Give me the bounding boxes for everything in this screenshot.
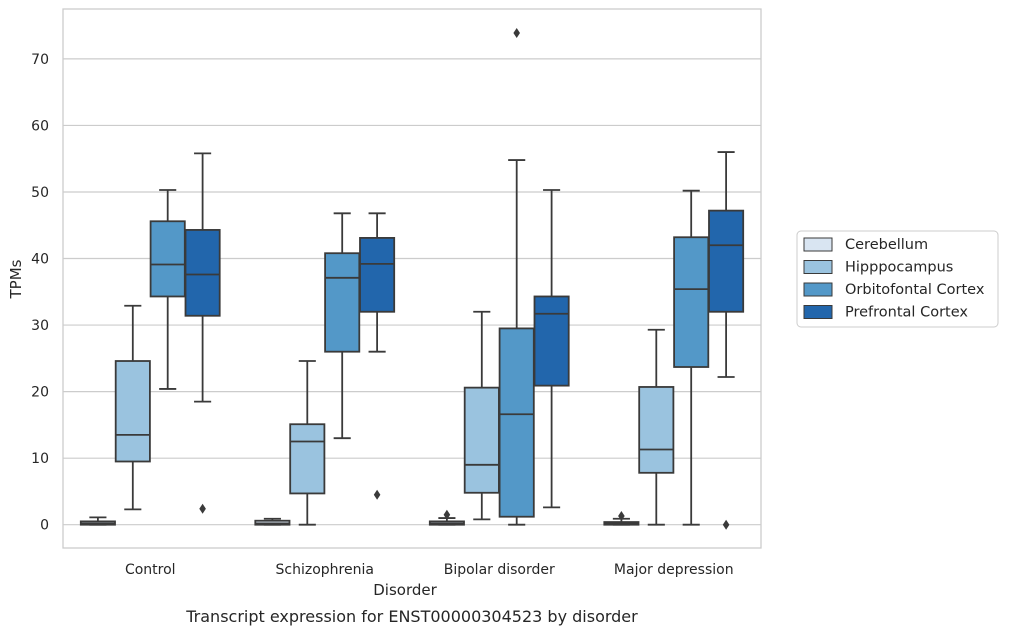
box-iqr <box>533 295 570 387</box>
box-iqr <box>463 386 500 494</box>
box-cerebellum <box>254 517 291 526</box>
x-tick-label: Major depression <box>614 562 734 578</box>
legend-label: Prefrontal Cortex <box>845 305 968 321</box>
box-iqr <box>708 209 745 313</box>
legend-label: Cerebellum <box>845 237 928 253</box>
x-tick-label: Bipolar disorder <box>444 562 555 578</box>
y-tick-label: 10 <box>31 451 49 467</box>
x-tick-label: Schizophrenia <box>276 562 374 578</box>
outlier-point <box>618 511 625 522</box>
box-orbitofontal-cortex <box>149 189 186 390</box>
outlier-point <box>443 509 451 520</box>
x-tick-label: Control <box>125 562 176 578</box>
legend-swatch <box>803 282 833 297</box>
chart-caption: Transcript expression for ENST0000030452… <box>185 607 638 626</box>
y-tick-label: 30 <box>31 318 49 334</box>
legend-swatch <box>803 237 833 252</box>
box-prefrontal-cortex <box>359 212 396 500</box>
legend-label: Orbitofontal Cortex <box>845 282 985 298</box>
box-iqr <box>673 236 710 368</box>
box-cerebellum <box>79 516 116 526</box>
box-prefrontal-cortex <box>533 189 570 509</box>
x-tick-labels: Control Schizophrenia Bipolar disorder Majo… <box>125 562 734 578</box>
box-hipppocampus <box>289 360 326 526</box>
boxes <box>79 27 745 530</box>
y-tick-label: 20 <box>31 385 49 401</box>
legend-swatch <box>803 305 833 319</box>
outlier-point <box>199 503 206 514</box>
y-tick-labels: 0 10 20 30 40 50 60 70 <box>31 52 49 534</box>
box-prefrontal-cortex <box>184 152 221 514</box>
y-tick-label: 60 <box>31 118 49 134</box>
plot-frame <box>62 8 762 549</box>
box-cerebellum <box>428 509 465 526</box>
legend: Cerebellum Hipppocampus Orbitofontal Corte… <box>796 230 999 328</box>
legend-frame <box>796 230 999 328</box>
box-hipppocampus <box>638 328 675 526</box>
y-tick-label: 40 <box>31 252 49 268</box>
box-cerebellum <box>603 511 640 526</box>
y-tick-label: 0 <box>40 518 49 534</box>
box-hipppocampus <box>114 304 151 511</box>
box-orbitofontal-cortex <box>498 27 535 526</box>
outlier-point <box>513 27 520 38</box>
y-axis-title: TPMs <box>7 259 25 299</box>
box-hipppocampus <box>463 310 500 521</box>
box-iqr <box>498 327 535 518</box>
box-iqr <box>289 423 326 495</box>
outlier-point <box>722 519 730 530</box>
y-tick-label: 50 <box>31 185 49 201</box>
gridlines <box>63 58 761 526</box>
box-prefrontal-cortex <box>708 151 745 530</box>
box-iqr <box>359 237 396 313</box>
box-iqr <box>638 386 675 474</box>
outlier-point <box>373 489 381 500</box>
box-iqr <box>114 360 151 463</box>
y-tick-label: 70 <box>31 52 49 68</box>
x-axis-title: Disorder <box>373 581 437 599</box>
box-iqr <box>184 229 221 317</box>
box-iqr <box>324 252 361 353</box>
legend-swatch <box>803 260 833 274</box>
legend-label: Hipppocampus <box>845 260 953 276</box>
box-iqr <box>149 220 186 298</box>
